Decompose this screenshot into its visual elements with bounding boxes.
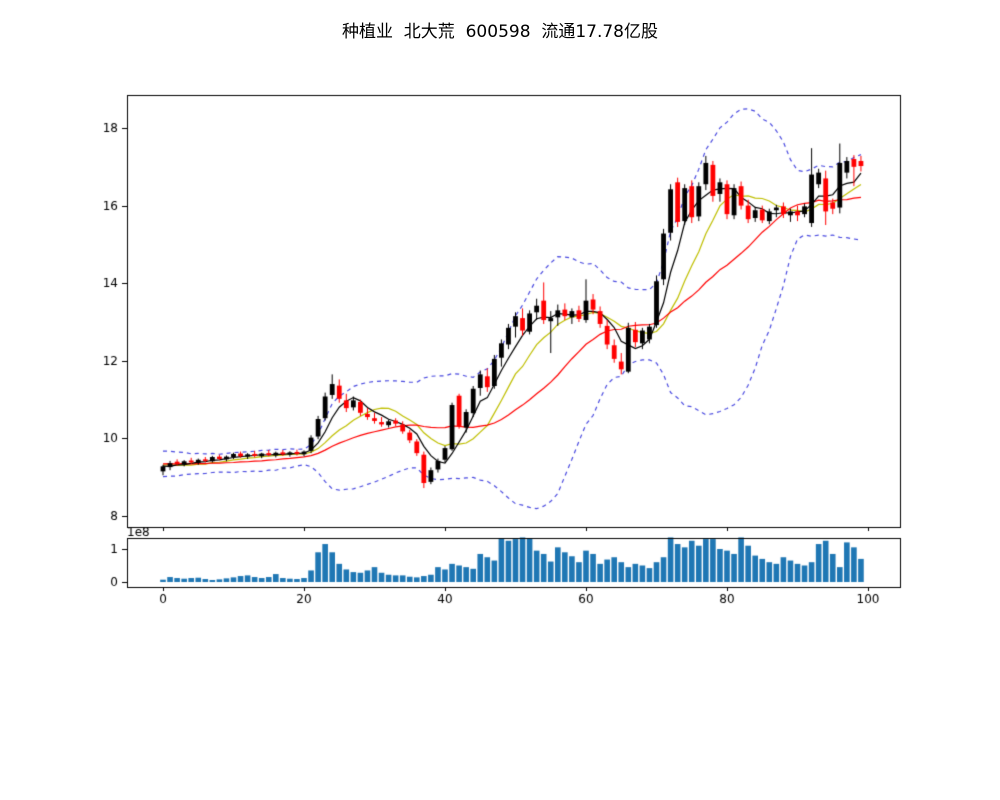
- chart-title: 种植业 北大荒 600598 流通17.78亿股: [342, 22, 658, 42]
